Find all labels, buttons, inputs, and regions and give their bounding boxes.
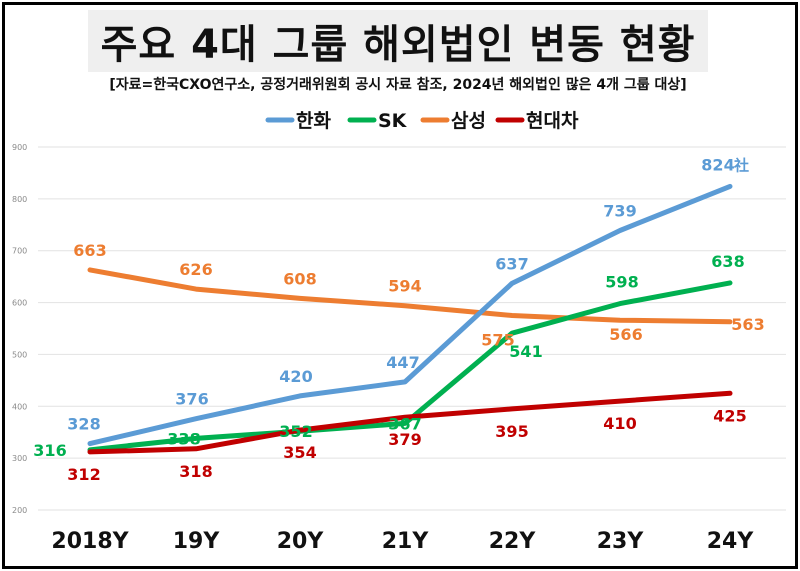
data-label-0-6: 824 — [701, 155, 734, 174]
x-tick-label-2: 20Y — [277, 529, 325, 554]
data-label-3-4: 395 — [495, 422, 528, 441]
data-label-3-3: 379 — [388, 430, 421, 449]
chart-source: [자료=한국CXO연구소, 공정거래위원회 공시 자료 참조, 2024년 해외… — [109, 77, 687, 93]
y-tick-label-700: 700 — [12, 247, 27, 256]
data-label-1-0: 316 — [33, 441, 66, 460]
data-label-2-0: 663 — [73, 241, 106, 260]
data-label-2-6: 563 — [731, 315, 764, 334]
y-tick-label-500: 500 — [12, 350, 27, 359]
data-label-1-6: 638 — [711, 252, 744, 271]
data-label-2-5: 566 — [609, 325, 642, 344]
data-label-0-4: 637 — [495, 254, 528, 273]
data-label-2-4: 575 — [481, 331, 514, 350]
legend-label-2: 삼성 — [451, 110, 486, 132]
series-line-0 — [87, 183, 733, 447]
x-tick-label-4: 22Y — [489, 529, 537, 554]
x-tick-label-3: 21Y — [382, 529, 430, 554]
legend-label-3: 현대차 — [526, 110, 579, 132]
y-tick-label-200: 200 — [12, 506, 27, 515]
x-tick-label-0: 2018Y — [51, 529, 129, 554]
data-label-3-1: 318 — [179, 462, 212, 481]
y-tick-label-400: 400 — [12, 402, 27, 411]
data-label-3-0: 312 — [67, 465, 100, 484]
data-label-0-0: 328 — [67, 415, 100, 434]
data-label-1-1: 338 — [167, 429, 200, 448]
legend-label-0: 한화 — [296, 110, 331, 132]
title-box: 주요 4대 그룹 해외법인 변동 현황 — [88, 10, 708, 72]
y-tick-label-600: 600 — [12, 299, 27, 308]
data-label-2-3: 594 — [388, 277, 421, 296]
y-tick-label-800: 800 — [12, 195, 27, 204]
x-tick-label-1: 19Y — [173, 529, 221, 554]
legend-label-1: SK — [378, 110, 408, 132]
data-label-0-2: 420 — [279, 367, 312, 386]
y-tick-label-900: 900 — [12, 143, 27, 152]
data-label-2-2: 608 — [283, 269, 316, 288]
x-tick-label-5: 23Y — [597, 529, 645, 554]
data-label-3-5: 410 — [603, 414, 636, 433]
data-label-1-4: 541 — [509, 342, 542, 361]
x-tick-label-6: 24Y — [707, 529, 755, 554]
data-label-1-3: 367 — [388, 414, 421, 433]
data-label-0-1: 376 — [175, 390, 208, 409]
data-label-3-2: 354 — [283, 443, 316, 462]
data-label-1-2: 352 — [279, 422, 312, 441]
series-line-3 — [87, 390, 733, 455]
data-label-0-5: 739 — [603, 201, 636, 220]
data-label-1-5: 598 — [605, 273, 638, 292]
series-line-2 — [87, 267, 733, 325]
series-line-1 — [87, 280, 733, 453]
data-label-3-6: 425 — [713, 406, 746, 425]
chart-title: 주요 4대 그룹 해외법인 변동 현황 — [100, 22, 696, 68]
y-tick-label-300: 300 — [12, 454, 27, 463]
data-label-2-1: 626 — [179, 260, 212, 279]
unit-suffix-label: 社 — [733, 156, 749, 174]
data-label-0-3: 447 — [386, 353, 419, 372]
